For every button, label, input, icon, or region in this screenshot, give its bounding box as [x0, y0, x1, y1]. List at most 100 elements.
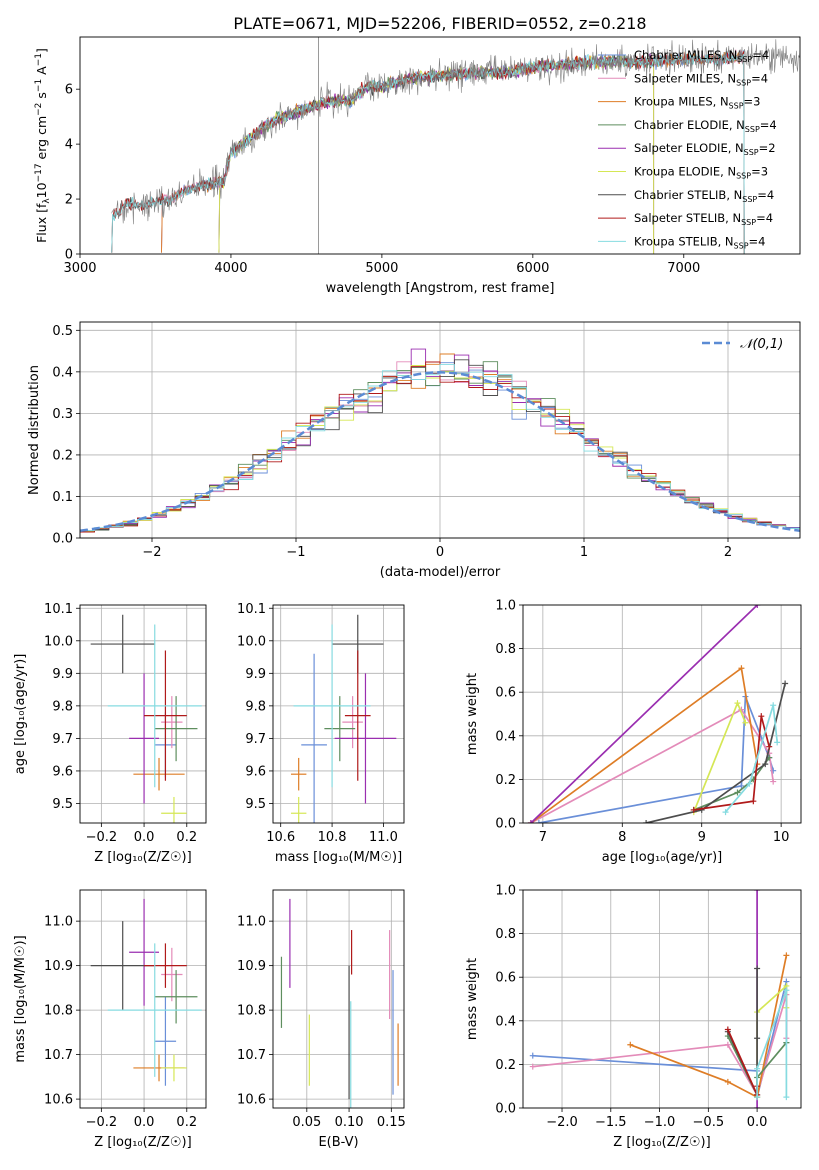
- weight-line-salpeter_elodie: [530, 605, 758, 823]
- histogram-kroupa_stelib: [80, 364, 800, 531]
- y-tick-label: 1.0: [495, 599, 516, 614]
- y-tick-label: 9.6: [52, 764, 73, 779]
- x-tick-label: 0.0: [134, 1115, 155, 1130]
- y-axis-label: mass [log₁₀(M/M☉)]: [13, 935, 28, 1062]
- y-tick-label: 10.0: [237, 634, 266, 649]
- axes-mass_vs_Z: −0.2 0.0 0.2 10.6 10.7 10.8 10.9 11.0 Z [log₁₀(Z…: [13, 889, 207, 1150]
- x-tick-label: 1: [580, 545, 588, 560]
- y-tick-label: 9.7: [245, 732, 266, 747]
- legend-label: Salpeter ELODIE, NSSP=2: [634, 141, 776, 157]
- y-tick-label: 0.4: [495, 1014, 516, 1029]
- y-tick-label: 10.6: [237, 1093, 266, 1108]
- y-tick-label: 10.8: [237, 1004, 266, 1019]
- x-axis-label: Z [log₁₀(Z/Z☉)]: [94, 1135, 191, 1150]
- y-tick-label: 9.8: [245, 699, 266, 714]
- weight-marker-salpeter_elodie: [754, 605, 761, 608]
- y-tick-label: 0.4: [52, 365, 73, 380]
- weight-marker-kroupa_stelib: [783, 1094, 790, 1101]
- weight-marker-salpeter_stelib: [690, 806, 697, 813]
- weight-marker-kroupa_stelib: [746, 780, 753, 787]
- weight-marker-chabrier_stelib: [643, 820, 650, 823]
- weight-marker-salpeter_elodie: [754, 890, 761, 893]
- weight-marker-salpeter_stelib: [750, 798, 757, 805]
- weight-marker-kroupa_elodie: [742, 719, 749, 726]
- y-tick-label: 2: [65, 193, 73, 208]
- y-tick-label: 1.0: [495, 884, 516, 899]
- y-tick-label: 0.2: [495, 773, 516, 788]
- plot-area-age_vs_Z: [90, 614, 202, 823]
- legend-label: Kroupa STELIB, NSSP=4: [634, 234, 765, 250]
- legend-label: Salpeter MILES, NSSP=4: [634, 71, 768, 87]
- weight-marker-salpeter_elodie: [527, 820, 534, 823]
- axes-frame: [522, 889, 802, 1109]
- x-tick-label: 0.0: [747, 1115, 768, 1130]
- x-tick-label: 0: [436, 545, 444, 560]
- x-tick-label: 0.0: [134, 830, 155, 845]
- weight-marker-kroupa_stelib: [754, 1094, 761, 1101]
- y-tick-label: 0: [65, 248, 73, 263]
- y-tick-label: 4: [65, 138, 73, 153]
- weight-marker-chabrier_stelib: [782, 680, 789, 687]
- y-tick-label: 0.6: [495, 686, 516, 701]
- x-tick-label: −0.2: [86, 830, 118, 845]
- x-tick-label: 8: [618, 830, 626, 845]
- x-tick-label: 7000: [667, 261, 700, 276]
- legend-label: Chabrier ELODIE, NSSP=4: [634, 118, 777, 134]
- y-tick-label: 10.0: [44, 634, 73, 649]
- x-tick-label: −1.0: [644, 1115, 676, 1130]
- weight-marker-kroupa_stelib: [722, 809, 729, 816]
- x-tick-label: −1.5: [595, 1115, 627, 1130]
- y-tick-label: 9.6: [245, 764, 266, 779]
- y-tick-label: 10.1: [237, 602, 266, 617]
- weight-marker-kroupa_stelib: [770, 702, 777, 709]
- x-tick-label: 3000: [63, 261, 96, 276]
- x-tick-label: 0.10: [335, 1115, 364, 1130]
- plot-area-spectrum: [111, 37, 800, 254]
- y-tick-label: 0.3: [52, 407, 73, 422]
- weight-marker-kroupa_miles: [724, 1078, 731, 1085]
- plots-group: 3000 4000 5000 6000 7000 0 2 4 6 wavelength [Angs…: [13, 36, 802, 1150]
- weight-marker-kroupa_stelib: [783, 987, 790, 994]
- spectrum-legend: Chabrier MILES, NSSP=4 Salpeter MILES, NS…: [598, 48, 777, 250]
- weight-line-kroupa_stelib: [756, 990, 788, 1098]
- axes-frame: [79, 321, 801, 539]
- x-axis-label: mass [log₁₀(M/M☉)]: [275, 850, 402, 865]
- weight-marker-kroupa_miles: [627, 1041, 634, 1048]
- y-tick-label: 0.1: [52, 490, 73, 505]
- y-tick-label: 10.9: [237, 959, 266, 974]
- y-tick-label: 10.6: [44, 1093, 73, 1108]
- weight-marker-salpeter_miles: [770, 778, 777, 785]
- weight-marker-chabrier_miles: [529, 1052, 536, 1059]
- plot-area-residuals: [80, 348, 800, 533]
- weight-line-chabrier_elodie: [693, 757, 770, 811]
- x-tick-label: 0.15: [377, 1115, 406, 1130]
- weight-marker-kroupa_miles: [783, 952, 790, 959]
- axes-mass_weight_vs_Z: −2.0 −1.5 −1.0 −0.5 0.0 0.0 0.2 0.4 0.6 0.8 1.0 Z […: [465, 884, 802, 1150]
- y-axis-label: mass weight: [465, 673, 480, 755]
- axes-frame: [79, 36, 801, 255]
- weight-marker-salpeter_miles: [724, 1041, 731, 1048]
- axes-mass_weight_vs_age: 7 8 9 10 0.0 0.2 0.4 0.6 0.8 1.0 age [log₁₀(age/yr…: [465, 599, 802, 865]
- y-tick-label: 0.0: [495, 1102, 516, 1117]
- y-tick-label: 0.0: [52, 532, 73, 547]
- x-axis-label: wavelength [Angstrom, rest frame]: [326, 281, 555, 296]
- y-axis-label: Flux [fλ10−17 erg cm−2 s−1 A−1]: [34, 48, 52, 243]
- axes-frame: [79, 889, 207, 1109]
- legend-label: Kroupa ELODIE, NSSP=3: [634, 165, 768, 181]
- weight-marker-chabrier_stelib: [762, 761, 769, 768]
- y-tick-label: 9.5: [52, 797, 73, 812]
- plot-area-mass_vs_ebv: [280, 898, 399, 1108]
- axes-spectrum: 3000 4000 5000 6000 7000 0 2 4 6 wavelength [Angs…: [34, 36, 801, 296]
- data-spectrum: [111, 39, 800, 225]
- figure-title: PLATE=0671, MJD=52206, FIBERID=0552, z=0…: [233, 14, 646, 33]
- y-tick-label: 0.8: [495, 642, 516, 657]
- y-tick-label: 0.5: [52, 324, 73, 339]
- legend-label: Chabrier STELIB, NSSP=4: [634, 188, 774, 204]
- x-tick-label: 5000: [365, 261, 398, 276]
- plot-area-age_vs_mass: [290, 614, 397, 823]
- plot-area-mass_weight_vs_Z: [529, 890, 790, 1108]
- x-tick-label: 6000: [516, 261, 549, 276]
- weight-marker-salpeter_stelib: [766, 743, 773, 750]
- weight-marker-chabrier_miles: [738, 782, 745, 789]
